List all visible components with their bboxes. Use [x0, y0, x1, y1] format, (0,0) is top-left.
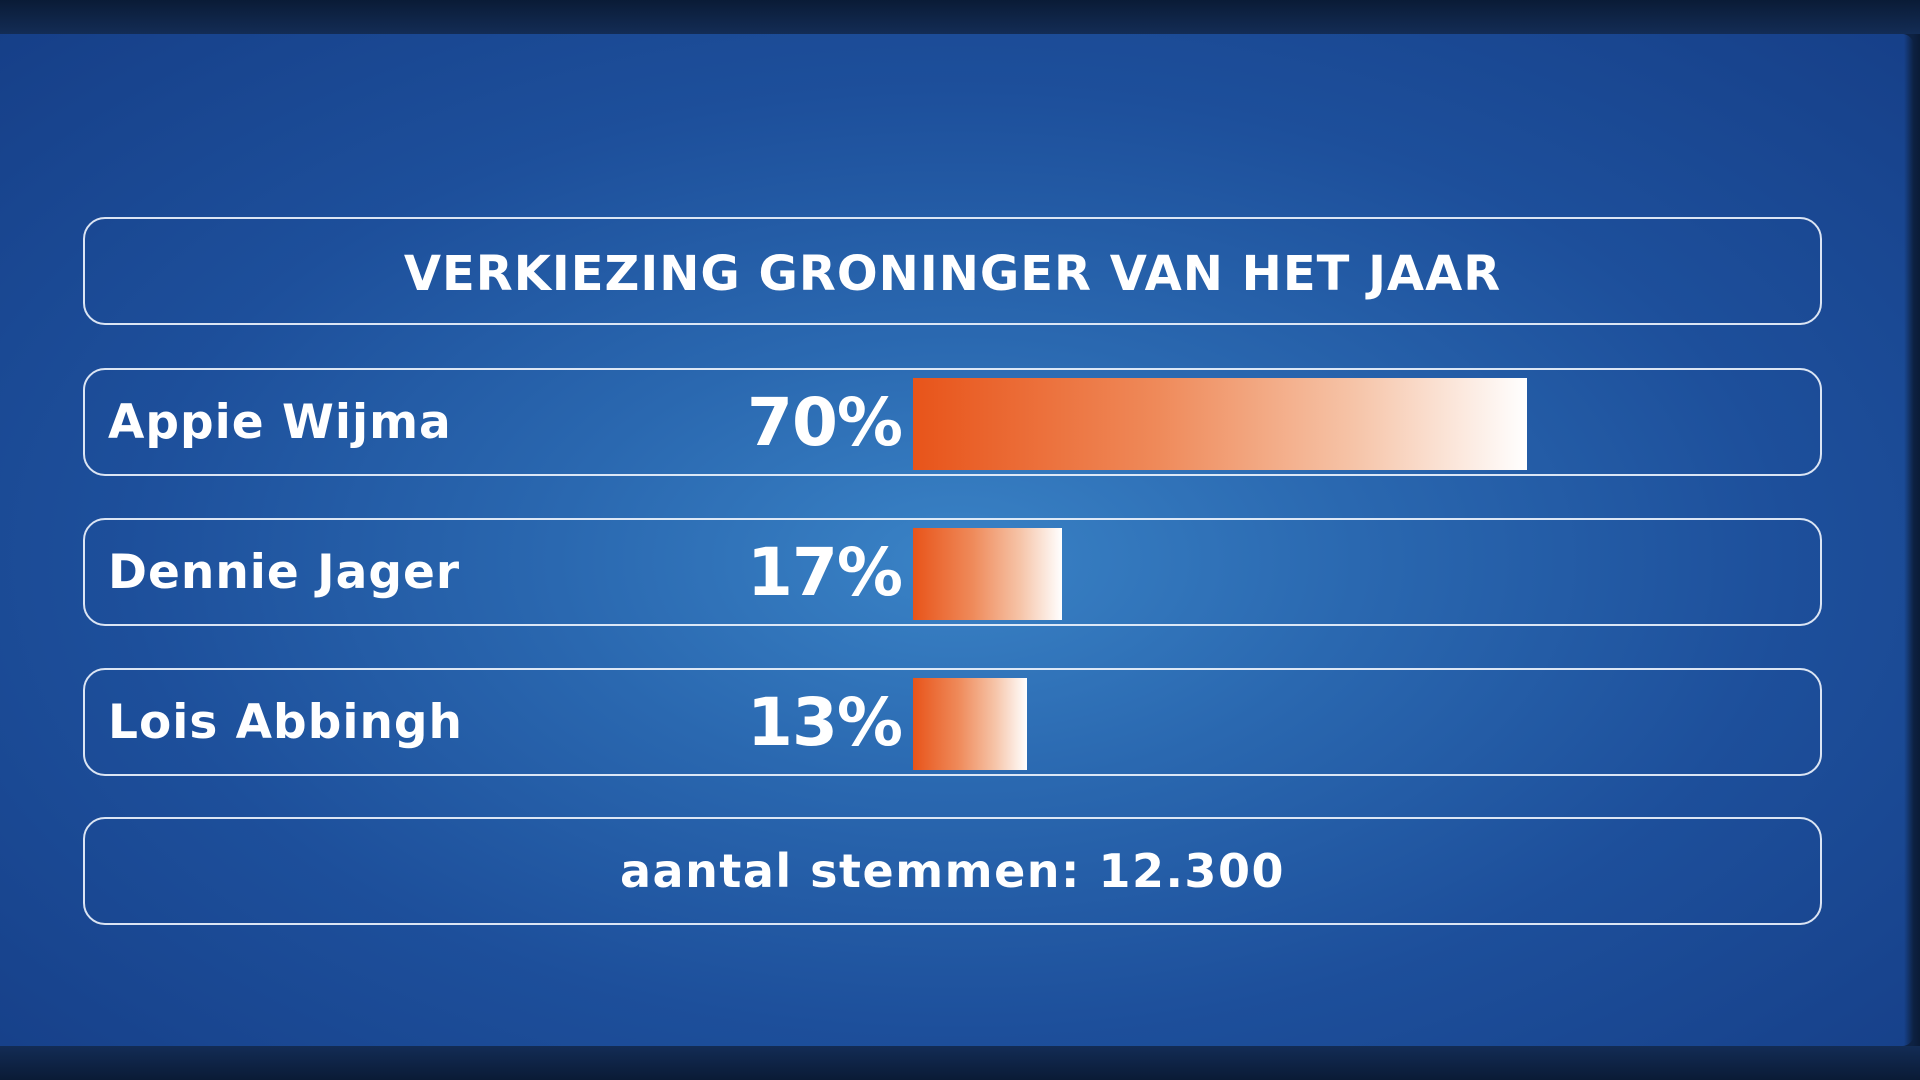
footer-panel: aantal stemmen: 12.300 [83, 817, 1822, 925]
title-panel: VERKIEZING GRONINGER VAN HET JAAR [83, 217, 1822, 325]
percentage-label: 70% [747, 383, 903, 461]
chart-title: VERKIEZING GRONINGER VAN HET JAAR [403, 246, 1502, 302]
bar-lois-abbingh [913, 678, 1027, 770]
bar-track [913, 378, 1790, 470]
bar-appie-wijma [913, 378, 1527, 470]
percentage-label: 17% [747, 533, 903, 611]
percentage-label: 13% [747, 683, 903, 761]
candidate-name: Appie Wijma [108, 394, 452, 450]
result-row: Lois Abbingh 13% [83, 668, 1822, 776]
vote-count: aantal stemmen: 12.300 [620, 844, 1285, 898]
candidate-name: Lois Abbingh [108, 694, 464, 750]
bottom-frame-strip [0, 1046, 1920, 1080]
top-frame-strip [0, 0, 1920, 34]
candidate-name: Dennie Jager [108, 544, 461, 600]
result-row: Appie Wijma 70% [83, 368, 1822, 476]
bar-track [913, 678, 1790, 770]
bar-track [913, 528, 1790, 620]
bar-dennie-jager [913, 528, 1062, 620]
screen-edge [1904, 34, 1920, 1046]
result-row: Dennie Jager 17% [83, 518, 1822, 626]
broadcast-graphic: VERKIEZING GRONINGER VAN HET JAAR Appie … [0, 34, 1914, 1046]
